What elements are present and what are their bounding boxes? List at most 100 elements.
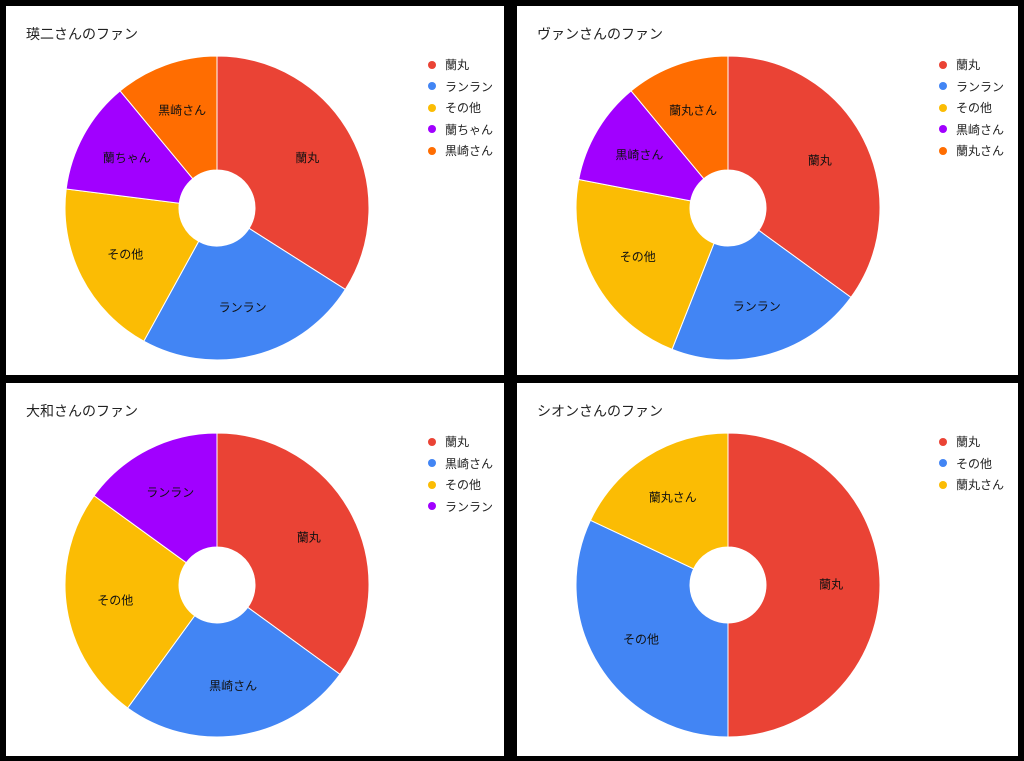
pie-slice (575, 178, 715, 350)
legend-label: 蘭丸 (445, 435, 470, 450)
legend-label: その他 (956, 101, 993, 116)
legend: 蘭丸 ランラン その他 蘭ちゃん 黒崎さん (428, 54, 493, 162)
legend-item: 蘭丸 (428, 431, 493, 453)
slice-label: 黒崎さん (615, 148, 663, 162)
legend-label: その他 (445, 478, 482, 493)
legend-swatch (428, 459, 436, 468)
legend-swatch (428, 437, 436, 446)
legend: 蘭丸 その他 蘭丸さん (939, 431, 1004, 496)
pie-slice (727, 432, 881, 738)
chart-panel-eiji: 瑛二さんのファン 蘭丸 ランラン その他 蘭ちゃん 黒崎さん 蘭丸 ランラン その他 蘭… (6, 6, 504, 375)
slice-label: 蘭丸さん (669, 104, 717, 118)
legend-item: 蘭丸 (428, 54, 493, 76)
legend-label: 黒崎さん (445, 144, 494, 159)
legend-label: 黒崎さん (956, 122, 1005, 137)
legend-swatch (939, 103, 947, 112)
pie-slice (727, 55, 881, 299)
pie-slice (630, 55, 729, 180)
legend-swatch (939, 60, 947, 69)
pie-slice (575, 519, 729, 738)
legend-item: 黒崎さん (939, 119, 1004, 141)
pie-slice (126, 606, 341, 738)
legend-item: ランラン (428, 496, 493, 518)
pie-slice (578, 90, 705, 202)
slice-label: 蘭丸さん (649, 491, 697, 505)
legend-label: 蘭ちゃん (445, 122, 494, 137)
legend-item: 蘭丸 (939, 54, 1004, 76)
legend-item: ランラン (939, 76, 1004, 98)
legend-swatch (428, 82, 436, 91)
chart-panel-van: ヴァンさんのファン 蘭丸 ランラン その他 黒崎さん 蘭丸さん 蘭丸 ランラン その他 … (517, 6, 1018, 375)
slice-label: 蘭ちゃん (103, 151, 151, 165)
chart-panel-shion: シオンさんのファン 蘭丸 その他 蘭丸さん 蘭丸 その他 蘭丸さん (517, 383, 1018, 756)
legend-label: 蘭丸 (956, 58, 981, 73)
legend-item: 黒崎さん (428, 453, 493, 475)
chart-title: 瑛二さんのファン (26, 27, 138, 43)
legend-label: 蘭丸さん (956, 478, 1005, 493)
pie-slice (93, 432, 218, 564)
legend-label: 蘭丸さん (956, 144, 1005, 159)
pie-slice (216, 432, 370, 676)
legend-label: ランラン (956, 79, 1005, 94)
legend-item: ランラン (428, 76, 493, 98)
legend-swatch (428, 480, 436, 489)
legend-swatch (428, 146, 436, 155)
legend-swatch (428, 60, 436, 69)
chart-title: ヴァンさんのファン (537, 27, 663, 43)
legend-swatch (428, 125, 436, 134)
legend: 蘭丸 黒崎さん その他 ランラン (428, 431, 493, 517)
slice-label: ランラン (146, 486, 194, 500)
pie-slice (143, 227, 347, 361)
slice-label: その他 (97, 594, 133, 608)
legend-item: その他 (939, 453, 1004, 475)
legend-label: ランラン (445, 79, 494, 94)
legend-swatch (939, 480, 947, 489)
slice-label: 蘭丸 (295, 151, 319, 165)
legend-label: その他 (445, 101, 482, 116)
pie-slice (64, 188, 200, 342)
legend-swatch (939, 459, 947, 468)
legend-swatch (939, 437, 947, 446)
legend-swatch (939, 146, 947, 155)
legend-label: 蘭丸 (956, 435, 981, 450)
pie-slice (64, 494, 196, 709)
legend-label: その他 (956, 456, 993, 471)
pie-slice (65, 90, 194, 204)
pie-slice (216, 55, 370, 291)
legend-swatch (939, 125, 947, 134)
legend-item: 蘭丸さん (939, 474, 1004, 496)
legend-swatch (428, 502, 436, 511)
slice-label: その他 (623, 633, 659, 647)
slice-label: 蘭丸 (297, 531, 321, 545)
legend-label: 蘭丸 (445, 58, 470, 73)
chart-panel-yamato: 大和さんのファン 蘭丸 黒崎さん その他 ランラン 蘭丸 黒崎さん その他 ランラン (6, 383, 504, 756)
slice-label: その他 (620, 250, 656, 264)
legend: 蘭丸 ランラン その他 黒崎さん 蘭丸さん (939, 54, 1004, 162)
pie-slice (671, 229, 852, 361)
legend-item: 蘭丸 (939, 431, 1004, 453)
legend-item: その他 (428, 97, 493, 119)
slice-label: ランラン (219, 300, 267, 314)
slice-label: その他 (107, 247, 143, 261)
legend-item: 黒崎さん (428, 140, 493, 162)
pie-slice (119, 55, 218, 180)
legend-item: その他 (939, 97, 1004, 119)
slice-label: 蘭丸 (808, 154, 832, 168)
chart-title: シオンさんのファン (537, 404, 663, 420)
slice-label: 蘭丸 (819, 578, 843, 592)
slice-label: 黒崎さん (209, 679, 257, 693)
pie-slice (589, 432, 729, 570)
legend-label: ランラン (445, 499, 494, 514)
chart-title: 大和さんのファン (26, 404, 138, 420)
legend-item: 蘭丸さん (939, 140, 1004, 162)
legend-swatch (428, 103, 436, 112)
slice-label: ランラン (733, 299, 781, 313)
legend-label: 黒崎さん (445, 456, 494, 471)
legend-item: 蘭ちゃん (428, 119, 493, 141)
legend-swatch (939, 82, 947, 91)
legend-item: その他 (428, 474, 493, 496)
